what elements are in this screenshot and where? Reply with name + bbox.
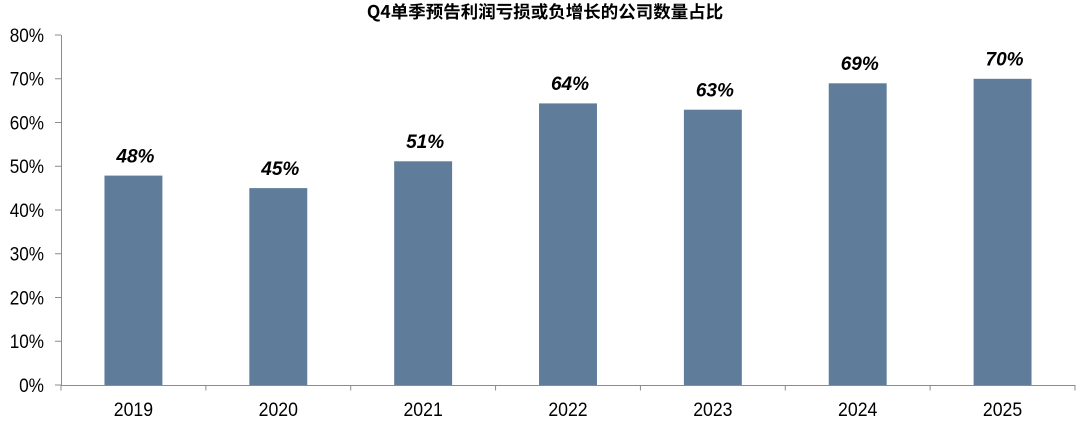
svg-text:30%: 30% <box>10 244 44 266</box>
svg-text:2023: 2023 <box>693 399 732 421</box>
svg-text:10%: 10% <box>10 331 44 353</box>
svg-text:40%: 40% <box>10 200 44 222</box>
svg-text:2022: 2022 <box>548 399 587 421</box>
svg-text:70%: 70% <box>986 50 1024 71</box>
svg-text:48%: 48% <box>115 146 154 167</box>
svg-text:2021: 2021 <box>403 399 442 421</box>
svg-text:64%: 64% <box>551 74 589 95</box>
svg-text:63%: 63% <box>696 80 734 101</box>
svg-text:70%: 70% <box>10 69 44 91</box>
svg-text:0%: 0% <box>19 375 44 397</box>
svg-text:2025: 2025 <box>983 399 1022 421</box>
svg-text:2024: 2024 <box>838 399 877 421</box>
svg-text:51%: 51% <box>406 132 444 153</box>
svg-text:2019: 2019 <box>114 399 153 421</box>
svg-text:60%: 60% <box>10 112 44 134</box>
svg-text:69%: 69% <box>841 54 879 75</box>
svg-text:50%: 50% <box>10 156 44 178</box>
svg-text:45%: 45% <box>260 159 299 180</box>
svg-text:2020: 2020 <box>259 399 298 421</box>
svg-text:80%: 80% <box>10 25 44 47</box>
svg-text:20%: 20% <box>10 287 44 309</box>
